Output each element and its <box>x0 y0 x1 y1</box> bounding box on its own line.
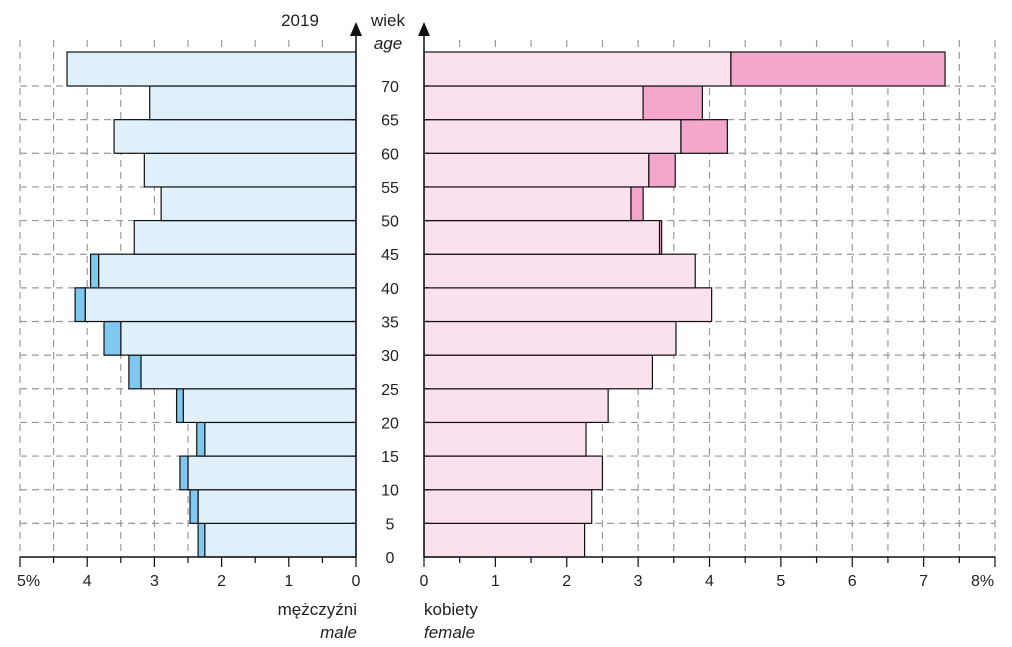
bar-male-15-19 <box>204 421 357 457</box>
x-tick-label-female: 3 <box>634 573 643 590</box>
bar-female-30-34 <box>423 320 677 356</box>
bar-male-extra-20-24 <box>175 388 184 424</box>
bar-male-extra-5-9 <box>189 489 199 524</box>
bar-male-70+ <box>66 51 357 87</box>
x-tick-label-female: 8% <box>971 573 994 590</box>
bar-female-15-19 <box>423 421 587 457</box>
x-tick-label-male: 1 <box>284 573 293 590</box>
x-tick-label-male: 3 <box>150 573 159 590</box>
axis-arrow-icon <box>418 22 430 36</box>
age-tick-label: 0 <box>386 550 395 567</box>
x-tick-label-female: 7 <box>919 573 928 590</box>
bar-male-25-29 <box>140 354 357 390</box>
male-axis-label: mężczyźni <box>278 600 357 619</box>
bar-female-extra-60-64 <box>680 119 728 154</box>
bar-male-45-49 <box>133 219 357 255</box>
bar-male-10-14 <box>187 455 357 491</box>
male-axis-label-en: male <box>320 623 357 642</box>
age-tick-label: 55 <box>381 180 399 197</box>
bar-female-65-69 <box>423 85 644 121</box>
bar-male-0-4 <box>204 522 357 558</box>
bars <box>66 51 946 558</box>
bar-male-60-64 <box>113 119 357 154</box>
age-tick-label: 60 <box>381 146 399 163</box>
bar-female-extra-45-49 <box>658 219 663 255</box>
x-tick-label-female: 4 <box>705 573 714 590</box>
x-tick-label-female: 2 <box>562 573 571 590</box>
bar-female-25-29 <box>423 354 653 390</box>
chart-title: 2019 <box>281 11 319 30</box>
bar-female-45-49 <box>423 219 661 255</box>
age-axis-label-en: age <box>374 34 402 53</box>
age-tick-label: 70 <box>381 79 399 96</box>
x-tick-label-male: 4 <box>83 573 92 590</box>
bar-female-20-24 <box>423 388 609 424</box>
age-tick-label: 15 <box>381 449 399 466</box>
age-tick-label: 50 <box>381 214 399 231</box>
age-tick-label: 45 <box>381 247 399 264</box>
female-axis-label-en: female <box>424 623 475 642</box>
bar-male-extra-10-14 <box>179 455 189 491</box>
x-tick-label-male: 2 <box>217 573 226 590</box>
bar-male-extra-25-29 <box>128 354 142 390</box>
female-axis-label: kobiety <box>424 600 478 619</box>
bar-female-0-4 <box>423 522 586 558</box>
bar-male-extra-40-44 <box>89 253 100 289</box>
bar-female-10-14 <box>423 455 604 491</box>
bar-male-20-24 <box>182 388 357 424</box>
age-axis-label: wiek <box>370 11 406 30</box>
age-tick-label: 40 <box>381 281 399 298</box>
bar-male-40-44 <box>98 253 357 289</box>
bar-female-50-54 <box>423 186 632 222</box>
bar-male-50-54 <box>160 186 357 222</box>
bar-female-extra-70+ <box>730 51 946 87</box>
bar-male-55-59 <box>143 152 357 188</box>
bar-male-extra-30-34 <box>103 320 122 356</box>
labels: 2019 wiek age mężczyźni male kobiety fem… <box>278 11 479 642</box>
bar-female-extra-55-59 <box>648 152 676 188</box>
age-tick-label: 65 <box>381 113 399 130</box>
age-tick-label: 20 <box>381 415 399 432</box>
age-tick-label: 30 <box>381 348 399 365</box>
bar-female-35-39 <box>423 287 713 323</box>
bar-female-60-64 <box>423 119 682 154</box>
bar-female-extra-50-54 <box>630 186 644 222</box>
age-tick-label: 25 <box>381 382 399 399</box>
bar-male-65-69 <box>149 85 357 121</box>
bar-male-35-39 <box>84 287 357 323</box>
bar-female-extra-65-69 <box>642 85 703 121</box>
bar-female-70+ <box>423 51 732 87</box>
x-tick-label-female: 6 <box>848 573 857 590</box>
age-tick-label: 10 <box>381 483 399 500</box>
bar-male-5-9 <box>197 489 357 524</box>
x-tick-label-male: 5% <box>17 573 40 590</box>
bar-female-55-59 <box>423 152 650 188</box>
x-tick-label-male: 0 <box>352 573 361 590</box>
bar-male-30-34 <box>120 320 357 356</box>
x-tick-label-female: 1 <box>491 573 500 590</box>
age-tick-label: 5 <box>386 516 395 533</box>
x-tick-label-female: 0 <box>420 573 429 590</box>
bar-female-5-9 <box>423 489 593 524</box>
bar-male-extra-35-39 <box>74 287 86 323</box>
bar-female-40-44 <box>423 253 696 289</box>
bar-male-extra-0-4 <box>197 522 206 558</box>
bar-male-extra-15-19 <box>196 421 206 457</box>
axis-arrow-icon <box>350 22 362 36</box>
age-tick-label: 35 <box>381 315 399 332</box>
x-tick-label-female: 5 <box>776 573 785 590</box>
